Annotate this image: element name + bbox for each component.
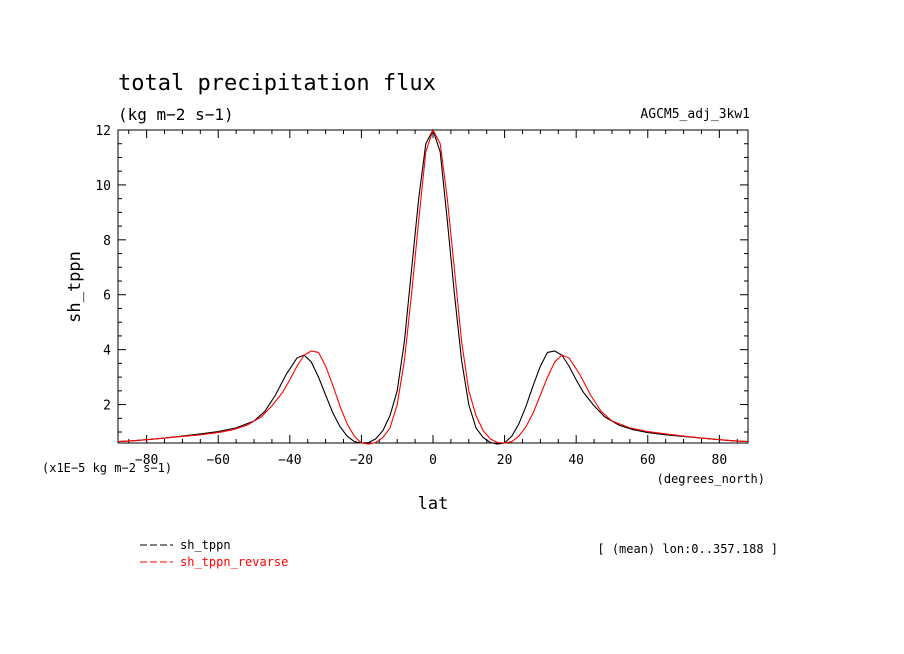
y-tick-label: 6 — [103, 289, 111, 304]
averaging-note: [ (mean) lon:0..357.188 ] — [597, 542, 778, 556]
y-tick-label: 8 — [103, 234, 111, 249]
series-line-sh_tppn_revarse — [117, 128, 749, 445]
chart-title: total precipitation flux — [118, 71, 436, 96]
legend-entry: sh_tppn — [180, 538, 231, 552]
x-axis-label: lat — [418, 494, 449, 514]
y-tick-label: 4 — [103, 344, 111, 359]
y-axis-label: sh_tppn — [65, 251, 85, 323]
x-tick-label: −20 — [350, 453, 373, 468]
x-tick-label: −60 — [206, 453, 229, 468]
plot-area: −80 −60 −40 −20 0 20 40 60 80 2 4 6 8 10 12 — [95, 124, 749, 468]
x-tick-label: 0 — [429, 453, 437, 468]
x-tick-label: −40 — [278, 453, 301, 468]
y-tick-label: 12 — [95, 124, 111, 139]
legend-entry: sh_tppn_revarse — [180, 555, 288, 569]
y-tick-label: 2 — [103, 399, 111, 414]
chart-subtitle: (kg m−2 s−1) — [118, 105, 234, 124]
experiment-label: AGCM5_adj_3kw1 — [640, 107, 750, 122]
legend: sh_tppn sh_tppn_revarse — [140, 538, 288, 569]
x-axis-units: (degrees_north) — [657, 472, 765, 486]
x-tick-label: 20 — [497, 453, 513, 468]
series-line-sh_tppn — [117, 128, 749, 445]
x-tick-label: 60 — [640, 453, 656, 468]
x-tick-label: 80 — [712, 453, 728, 468]
y-tick-label: 10 — [95, 179, 111, 194]
x-tick-label: 40 — [568, 453, 584, 468]
y-axis-units: (x1E−5 kg m−2 s−1) — [42, 461, 172, 475]
x-tick-label: −80 — [135, 453, 158, 468]
